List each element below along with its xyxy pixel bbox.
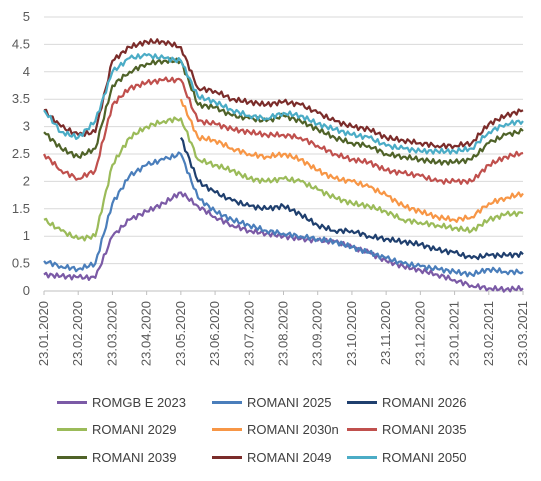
- legend-label: ROMGB E 2023: [92, 395, 186, 410]
- series-line-romani-2039: [43, 57, 524, 166]
- legend-item: ROMANI 2049: [212, 450, 332, 465]
- legend-swatch: [212, 401, 242, 404]
- legend-swatch: [57, 401, 87, 404]
- legend-item: ROMANI 2030n: [212, 422, 339, 437]
- legend: ROMGB E 2023 ROMANI 2025 ROMANI 2026 ROMANI…: [0, 388, 541, 478]
- series-line-romani-2029: [43, 116, 524, 242]
- legend-label: ROMANI 2035: [382, 422, 467, 437]
- x-tick-label: 23.08.2020: [276, 301, 291, 366]
- x-tick-label: 23.11.2020: [378, 301, 393, 365]
- y-tick-label: 1: [23, 228, 30, 243]
- x-tick-label: 23.02.2020: [70, 301, 85, 366]
- x-tick-label: 23.01.2020: [36, 301, 51, 366]
- legend-item: ROMANI 2050: [347, 450, 467, 465]
- y-tick-label: 1.5: [12, 201, 30, 216]
- x-tick-label: 23.03.2020: [104, 301, 119, 366]
- legend-item: ROMANI 2025: [212, 395, 332, 410]
- series-line-romani-2050: [43, 52, 524, 155]
- line-chart: 0 0.5 1 1.5 2 2.5 3 3.5 4 4.5 5 23.01.2020 23.02.20…: [12, 9, 530, 366]
- y-tick-label: 2.5: [12, 146, 30, 161]
- x-axis: 23.01.2020 23.02.2020 23.03.2020 23.04.2020…: [36, 291, 530, 366]
- y-tick-label: 0.5: [12, 256, 30, 271]
- legend-item: ROMANI 2035: [347, 422, 467, 437]
- y-tick-label: 0: [23, 283, 30, 298]
- legend-swatch: [347, 428, 377, 431]
- y-tick-label: 4: [23, 64, 30, 79]
- y-tick-label: 5: [23, 9, 30, 24]
- y-axis: 0 0.5 1 1.5 2 2.5 3 3.5 4 4.5 5: [12, 9, 30, 298]
- legend-label: ROMANI 2039: [92, 450, 177, 465]
- y-tick-label: 3.5: [12, 91, 30, 106]
- series-line-romani-2026: [179, 137, 524, 261]
- x-tick-label: 23.06.2020: [207, 301, 222, 366]
- x-tick-label: 23.07.2020: [241, 301, 256, 366]
- legend-label: ROMANI 2025: [247, 395, 332, 410]
- legend-item: ROMANI 2029: [57, 422, 177, 437]
- legend-label: ROMANI 2026: [382, 395, 467, 410]
- y-tick-label: 4.5: [12, 36, 30, 51]
- series-line-romani-2025: [43, 151, 524, 278]
- x-tick-label: 23.10.2020: [344, 301, 359, 366]
- legend-swatch: [347, 401, 377, 404]
- x-tick-label: 23.05.2020: [173, 301, 188, 366]
- x-tick-label: 23.03.2021: [515, 301, 530, 366]
- legend-swatch: [57, 428, 87, 431]
- series-line-romani-2030n: [179, 98, 524, 223]
- legend-label: ROMANI 2049: [247, 450, 332, 465]
- legend-swatch: [57, 456, 87, 459]
- legend-item: ROMANI 2026: [347, 395, 467, 410]
- legend-item: ROMGB E 2023: [57, 395, 186, 410]
- y-tick-label: 2: [23, 173, 30, 188]
- legend-swatch: [212, 456, 242, 459]
- legend-label: ROMANI 2029: [92, 422, 177, 437]
- x-tick-label: 23.09.2020: [310, 301, 325, 366]
- series-line-romgb-e-2023: [43, 191, 524, 293]
- legend-item: ROMANI 2039: [57, 450, 177, 465]
- series-line-romani-2035: [43, 76, 524, 185]
- legend-label: ROMANI 2030n: [247, 422, 339, 437]
- y-tick-label: 3: [23, 119, 30, 134]
- x-tick-label: 23.02.2021: [481, 301, 496, 366]
- legend-swatch: [212, 428, 242, 431]
- legend-label: ROMANI 2050: [382, 450, 467, 465]
- x-tick-label: 23.12.2020: [412, 301, 427, 366]
- series-line-romani-2049: [43, 38, 524, 150]
- x-tick-label: 23.04.2020: [139, 301, 154, 366]
- x-tick-label: 23.01.2021: [447, 301, 462, 366]
- legend-swatch: [347, 456, 377, 459]
- series-lines: [43, 38, 524, 293]
